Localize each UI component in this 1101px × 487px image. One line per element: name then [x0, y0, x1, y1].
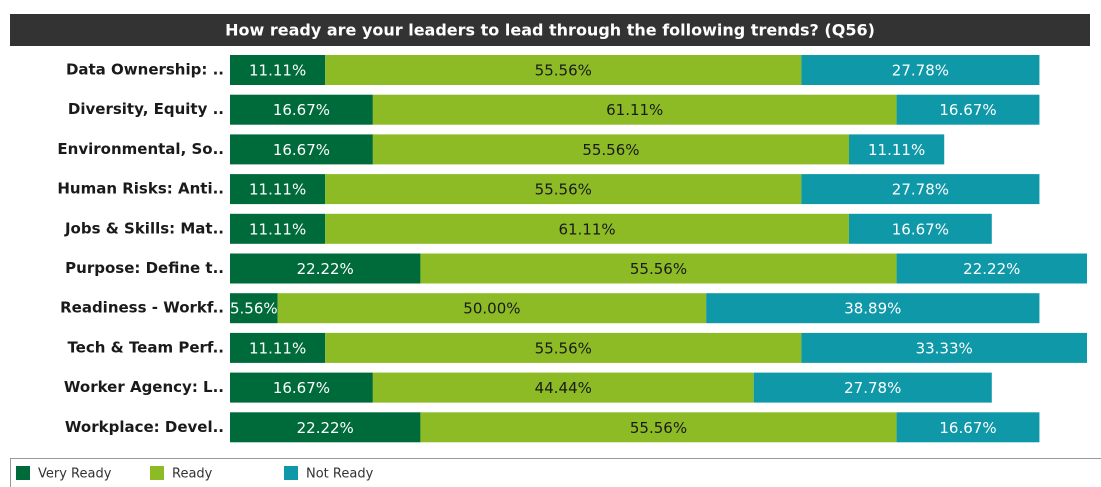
- value-label: 27.78%: [844, 379, 901, 397]
- value-label: 33.33%: [916, 339, 973, 357]
- value-label: 55.56%: [582, 141, 639, 159]
- category-label: Environmental, So..: [57, 140, 224, 158]
- bar-segment: [230, 293, 278, 324]
- bar-segment: [706, 293, 1040, 324]
- value-label: 61.11%: [606, 101, 663, 119]
- bar-segment: [753, 372, 992, 403]
- value-label: 50.00%: [463, 300, 520, 318]
- value-label: 11.11%: [249, 220, 306, 238]
- value-label: 27.78%: [892, 62, 949, 80]
- value-label: 16.67%: [939, 419, 996, 437]
- legend-swatch: [16, 466, 30, 480]
- value-label: 11.11%: [249, 62, 306, 80]
- category-label: Tech & Team Perf..: [67, 338, 224, 356]
- bar-segment: [896, 253, 1087, 284]
- category-label: Purpose: Define t..: [65, 259, 224, 277]
- bar-segment: [325, 174, 802, 205]
- bar-segment: [230, 253, 421, 284]
- bar-segment: [801, 174, 1040, 205]
- bar-segment: [849, 134, 945, 165]
- value-label: 55.56%: [630, 260, 687, 278]
- value-label: 22.22%: [963, 260, 1020, 278]
- value-label: 55.56%: [535, 339, 592, 357]
- category-label: Diversity, Equity ..: [68, 100, 224, 118]
- bar-segment: [801, 55, 1040, 85]
- legend-label: Very Ready: [38, 467, 112, 482]
- legend-swatch: [150, 466, 164, 480]
- category-label: Jobs & Skills: Mat..: [64, 219, 224, 237]
- value-label: 11.11%: [868, 141, 925, 159]
- title-bar: [10, 14, 1090, 46]
- value-label: 55.56%: [535, 181, 592, 199]
- bar-segment: [325, 213, 849, 244]
- bar-segment: [230, 372, 373, 403]
- value-label: 61.11%: [558, 220, 615, 238]
- value-label: 44.44%: [535, 379, 592, 397]
- bar-segment: [848, 213, 992, 244]
- bar-segment: [896, 94, 1040, 125]
- category-label: Workplace: Devel..: [65, 418, 224, 436]
- bar-segment: [230, 332, 326, 363]
- value-label: 16.67%: [273, 141, 330, 159]
- bar-segment: [230, 213, 326, 244]
- legend-label: Not Ready: [306, 467, 374, 482]
- bar-segment: [420, 412, 897, 443]
- category-label: Data Ownership: ..: [66, 61, 224, 79]
- legend-box: [10, 458, 1101, 487]
- bar-segment: [325, 55, 802, 85]
- bar-segment: [896, 412, 1040, 443]
- bar-segment: [230, 134, 373, 165]
- value-label: 11.11%: [249, 339, 306, 357]
- value-label: 55.56%: [535, 62, 592, 80]
- bar-segment: [420, 253, 897, 284]
- value-label: 22.22%: [297, 260, 354, 278]
- bar-segment: [372, 372, 754, 403]
- bar-segment: [801, 332, 1087, 363]
- value-label: 22.22%: [297, 419, 354, 437]
- value-label: 16.67%: [892, 220, 949, 238]
- value-label: 5.56%: [230, 300, 278, 318]
- value-label: 38.89%: [844, 300, 901, 318]
- legend-label: Ready: [172, 467, 213, 482]
- value-label: 16.67%: [273, 379, 330, 397]
- value-label: 27.78%: [892, 181, 949, 199]
- value-label: 55.56%: [630, 419, 687, 437]
- bar-segment: [372, 134, 850, 165]
- value-label: 11.11%: [249, 181, 306, 199]
- bar-segment: [277, 293, 707, 324]
- bar-segment: [325, 332, 802, 363]
- bar-segment: [230, 55, 326, 85]
- bar-segment: [230, 412, 421, 443]
- category-label: Human Risks: Anti..: [57, 180, 224, 198]
- category-label: Worker Agency: L..: [64, 378, 224, 396]
- bar-segment: [372, 94, 897, 125]
- bar-segment: [230, 94, 373, 125]
- value-label: 16.67%: [273, 101, 330, 119]
- value-label: 16.67%: [939, 101, 996, 119]
- category-label: Readiness - Workf..: [60, 299, 224, 317]
- legend-swatch: [284, 466, 298, 480]
- chart-title: How ready are your leaders to lead throu…: [225, 21, 875, 40]
- bar-segment: [230, 174, 326, 205]
